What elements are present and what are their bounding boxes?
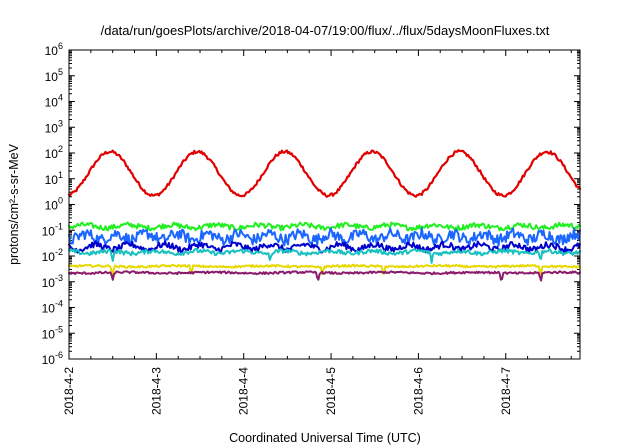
x-tick-label: 2018-4-2 — [62, 367, 76, 415]
chart-title: /data/run/goesPlots/archive/2018-04-07/1… — [101, 23, 550, 38]
x-tick-label: 2018-4-3 — [149, 367, 163, 415]
y-tick-label: 100 — [45, 196, 63, 213]
y-axis-ticks: 106 105 104 103 102 101 100 10-1 10-2 10-3 10-4 10-… — [42, 41, 580, 367]
series-line — [67, 149, 582, 198]
y-tick-label: 10-2 — [42, 247, 63, 264]
x-tick-label: 2018-4-6 — [411, 367, 425, 415]
y-tick-label: 10-4 — [42, 299, 63, 316]
x-tick-label: 2018-4-4 — [237, 367, 251, 415]
y-tick-label: 10-5 — [42, 324, 63, 341]
y-tick-label: 104 — [45, 93, 63, 110]
x-tick-label: 2018-4-5 — [324, 367, 338, 415]
series-line — [68, 270, 581, 282]
series-layer — [67, 149, 582, 282]
series-line — [68, 221, 581, 232]
y-tick-label: 10-3 — [42, 273, 63, 290]
x-tick-label: 2018-4-7 — [499, 367, 513, 415]
plot-frame — [68, 49, 581, 360]
y-tick-label: 10-1 — [42, 221, 63, 238]
y-tick-label: 106 — [45, 41, 63, 58]
y-tick-label: 105 — [45, 67, 63, 84]
y-tick-label: 102 — [45, 144, 63, 161]
x-axis-label: Coordinated Universal Time (UTC) — [229, 431, 421, 445]
y-tick-label: 101 — [45, 170, 63, 187]
y-tick-label: 10-6 — [42, 350, 63, 367]
series-line — [68, 227, 581, 247]
y-axis-label: protons/cm²-s-sr-MeV — [7, 143, 21, 265]
y-tick-label: 103 — [45, 118, 63, 135]
series-line — [68, 263, 581, 276]
series-line — [68, 247, 581, 264]
